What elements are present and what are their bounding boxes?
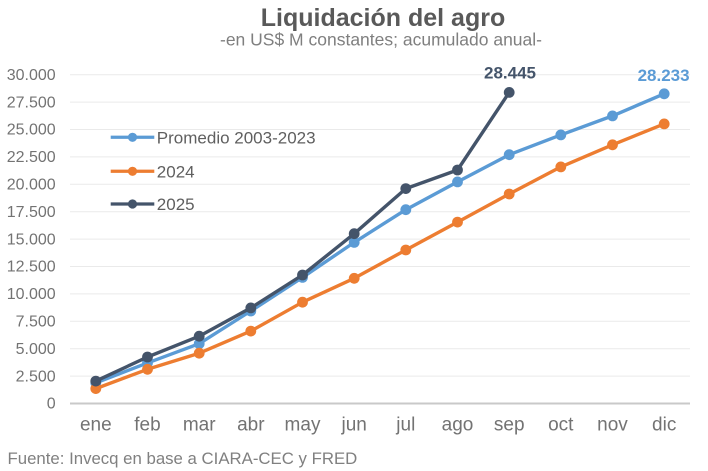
svg-text:5.000: 5.000 bbox=[16, 341, 56, 358]
svg-text:abr: abr bbox=[237, 415, 265, 436]
svg-text:30.000: 30.000 bbox=[7, 67, 56, 84]
svg-text:may: may bbox=[285, 415, 321, 436]
svg-text:20.000: 20.000 bbox=[7, 177, 56, 194]
svg-text:22.500: 22.500 bbox=[7, 149, 56, 166]
svg-text:oct: oct bbox=[548, 415, 574, 436]
svg-text:17.500: 17.500 bbox=[7, 204, 56, 221]
svg-text:sep: sep bbox=[494, 415, 525, 436]
svg-text:feb: feb bbox=[134, 415, 160, 436]
svg-text:ago: ago bbox=[442, 415, 474, 436]
svg-text:jul: jul bbox=[395, 415, 415, 436]
svg-text:28.445: 28.445 bbox=[484, 64, 536, 83]
svg-text:25.000: 25.000 bbox=[7, 122, 56, 139]
svg-text:2025: 2025 bbox=[157, 195, 195, 214]
svg-text:dic: dic bbox=[652, 415, 676, 436]
svg-text:0: 0 bbox=[47, 396, 56, 413]
svg-text:10.000: 10.000 bbox=[7, 286, 56, 303]
svg-text:12.500: 12.500 bbox=[7, 259, 56, 276]
svg-text:-en US$ M constantes; acumulad: -en US$ M constantes; acumulado anual- bbox=[220, 30, 542, 50]
svg-text:ene: ene bbox=[80, 415, 112, 436]
svg-text:2.500: 2.500 bbox=[16, 368, 56, 385]
svg-text:Liquidación del agro: Liquidación del agro bbox=[261, 4, 505, 32]
svg-text:jun: jun bbox=[341, 415, 367, 436]
svg-text:28.233: 28.233 bbox=[638, 66, 690, 85]
svg-text:7.500: 7.500 bbox=[16, 314, 56, 331]
svg-text:2024: 2024 bbox=[157, 163, 195, 182]
svg-text:mar: mar bbox=[183, 415, 216, 436]
svg-text:Fuente: Invecq en base a CIARA: Fuente: Invecq en base a CIARA-CEC y FRE… bbox=[8, 449, 358, 468]
svg-text:27.500: 27.500 bbox=[7, 94, 56, 111]
svg-text:Promedio 2003-2023: Promedio 2003-2023 bbox=[157, 129, 316, 148]
svg-text:nov: nov bbox=[597, 415, 628, 436]
svg-text:15.000: 15.000 bbox=[7, 231, 56, 248]
